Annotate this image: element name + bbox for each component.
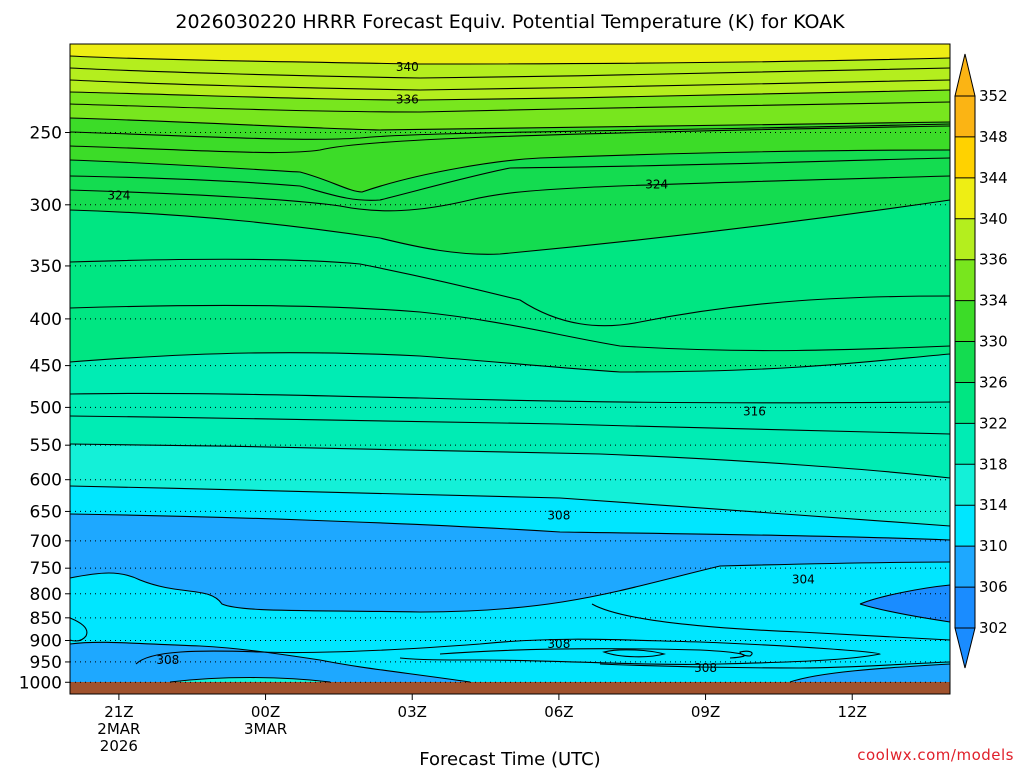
colorbar-extend-high <box>954 53 976 97</box>
colorbar-swatch <box>955 546 975 588</box>
contour-label-text: 308 <box>156 653 179 667</box>
colorbar-swatch <box>955 259 975 301</box>
y-tick-label: 350 <box>30 257 62 277</box>
colorbar-label: 306 <box>979 578 1008 596</box>
contour-label-text: 308 <box>547 637 570 651</box>
colorbar-swatch <box>955 505 975 547</box>
y-tick-label: 900 <box>30 631 62 651</box>
contour-label: 316 <box>743 404 766 418</box>
colorbar-label: 348 <box>979 128 1008 146</box>
y-axis: 2503003504004505005506006507007508008509… <box>19 123 70 693</box>
contour-label: 336 <box>396 92 419 106</box>
contour-label-text: 324 <box>645 177 668 191</box>
y-tick-label: 300 <box>30 196 62 216</box>
colorbar-label: 344 <box>979 169 1008 187</box>
x-tick-label: 00Z <box>251 703 280 721</box>
contour-label: 308 <box>156 653 179 667</box>
band-blue-surface <box>70 642 470 694</box>
colorbar: 302 306 310 314 318 322 326 330 334 336 340 344 348 3… <box>954 53 1008 669</box>
terrain-strip <box>70 682 950 694</box>
x-tick-label: 2MAR <box>97 720 140 738</box>
x-tick-label: 09Z <box>691 703 720 721</box>
colorbar-swatch <box>955 96 975 137</box>
y-tick-label: 450 <box>30 357 62 377</box>
contour-lines <box>69 55 951 683</box>
colorbar-swatch <box>955 587 975 628</box>
colorbar-swatch <box>955 341 975 383</box>
x-tick-label: 12Z <box>838 703 867 721</box>
band-blue-pocket <box>860 585 950 622</box>
y-tick-label: 700 <box>30 532 62 552</box>
x-tick-label: 06Z <box>544 703 573 721</box>
x-tick-label: 21Z <box>104 703 133 721</box>
contour-label-text: 308 <box>694 661 717 675</box>
x-tick-label: 03Z <box>398 703 427 721</box>
y-tick-label: 750 <box>30 559 62 579</box>
chart-title: 2026030220 HRRR Forecast Equiv. Potentia… <box>175 11 845 33</box>
y-tick-label: 400 <box>30 310 62 330</box>
colorbar-label: 352 <box>979 87 1008 105</box>
contour-label: 324 <box>107 188 130 202</box>
colorbar-swatch <box>955 218 975 260</box>
plot-frame <box>69 43 951 695</box>
contour-label: 308 <box>547 637 570 651</box>
colorbar-label: 310 <box>979 537 1008 555</box>
contour-label: 324 <box>645 177 668 191</box>
colorbar-label: 336 <box>979 251 1008 269</box>
pressure-gridlines <box>70 131 950 683</box>
y-tick-label: 250 <box>30 123 62 143</box>
contour-label-text: 308 <box>547 509 570 523</box>
contour-label: 340 <box>396 60 419 74</box>
colorbar-label: 330 <box>979 333 1008 351</box>
contour-label-text: 340 <box>396 60 419 74</box>
y-tick-label: 500 <box>30 398 62 418</box>
contour-label-text: 304 <box>792 573 815 587</box>
colorbar-label: 314 <box>979 496 1008 514</box>
colorbar-swatch <box>955 177 975 219</box>
colorbar-label: 326 <box>979 373 1008 391</box>
y-tick-label: 850 <box>30 609 62 629</box>
colorbar-swatch <box>955 464 975 506</box>
credit-text: coolwx.com/models <box>857 746 1014 764</box>
x-axis-label: Forecast Time (UTC) <box>419 749 600 768</box>
colorbar-label: 318 <box>979 455 1008 473</box>
y-tick-label: 600 <box>30 471 62 491</box>
contour-labels: 340 336 324 324 316 308 304 308 308 308 <box>107 60 815 675</box>
colorbar-swatch <box>955 136 975 178</box>
colorbar-label: 334 <box>979 292 1008 310</box>
colorbar-extend-low <box>954 627 976 669</box>
colorbar-label: 322 <box>979 414 1008 432</box>
contour-label: 308 <box>547 509 570 523</box>
plot-area: 340 336 324 324 316 308 304 308 308 308 <box>69 43 951 695</box>
contour-label: 304 <box>792 573 815 587</box>
contour-label-text: 336 <box>396 92 419 106</box>
contour-label-text: 324 <box>107 188 130 202</box>
contour-label: 308 <box>694 661 717 675</box>
y-tick-label: 650 <box>30 502 62 522</box>
y-tick-label: 800 <box>30 585 62 605</box>
colorbar-swatch <box>955 382 975 424</box>
y-tick-label: 550 <box>30 436 62 456</box>
x-tick-label: 3MAR <box>244 720 287 738</box>
x-tick-label: 2026 <box>100 737 138 755</box>
y-tick-label: 1000 <box>19 673 62 693</box>
colorbar-swatch <box>955 423 975 465</box>
colorbar-label: 340 <box>979 210 1008 228</box>
contour-label-text: 316 <box>743 404 766 418</box>
y-tick-label: 950 <box>30 653 62 673</box>
colorbar-swatch <box>955 300 975 342</box>
colorbar-label: 302 <box>979 619 1008 637</box>
